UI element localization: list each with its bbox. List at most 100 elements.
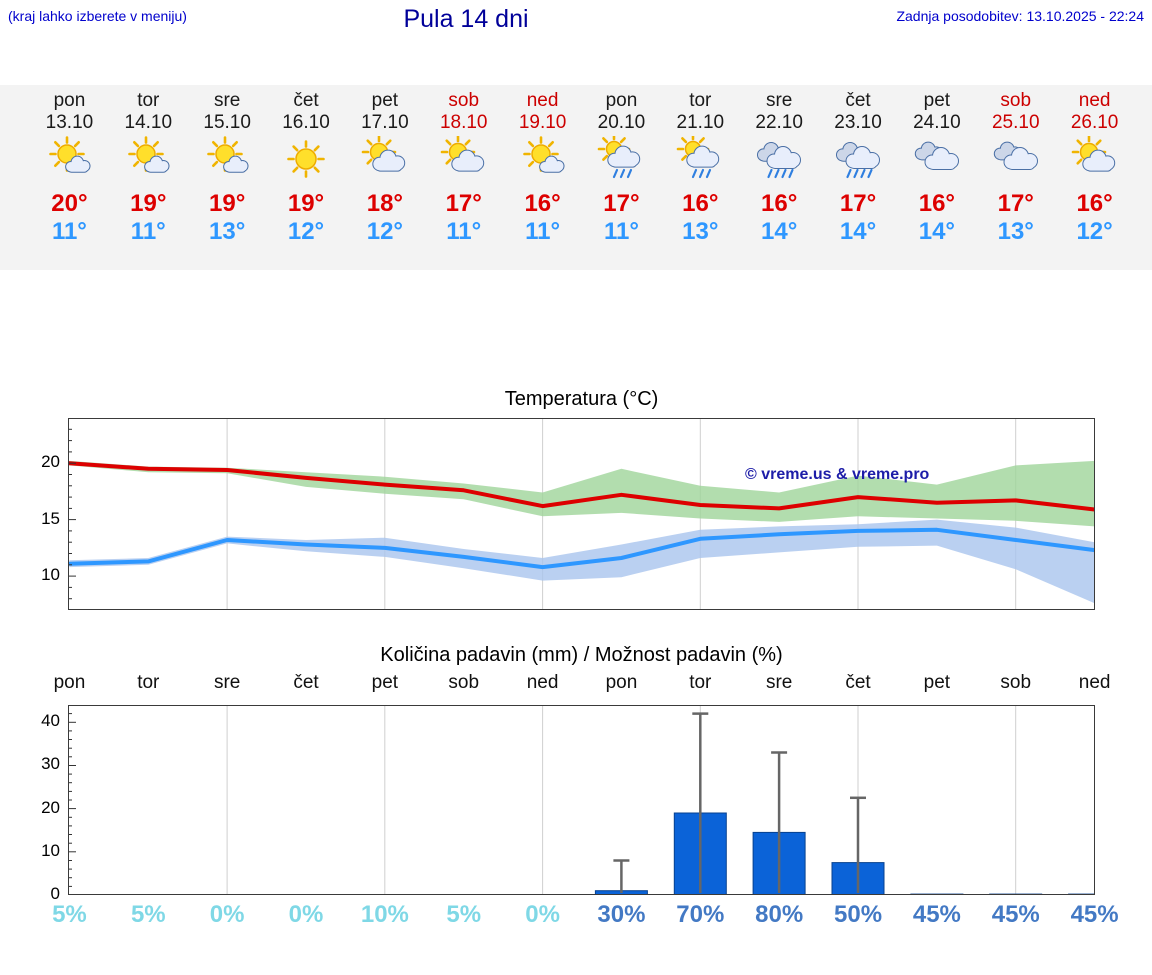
- precip-day-label-row: pon tor sre čet pet sob ned pon tor sre čet pet sob n…: [0, 672, 1152, 694]
- precip-day-label: sob: [448, 672, 480, 693]
- clouds-icon: [897, 136, 976, 186]
- high-temp: 17°: [997, 190, 1034, 217]
- forecast-day-21.10: tor 21.10 16° 13°: [661, 90, 740, 270]
- forecast-day-22.10: sre 22.10 16° 14°: [740, 90, 819, 270]
- sun-cloud-icon: [424, 136, 503, 186]
- high-temp: 17°: [839, 190, 877, 217]
- forecast-day-20.10: pon 20.10 17° 11°: [582, 90, 661, 270]
- sun-cloud-icon: [345, 136, 424, 186]
- cloud-rain-icon: [819, 136, 898, 186]
- low-temp: 11°: [51, 218, 87, 245]
- day-date: 17.10: [361, 112, 409, 133]
- day-date: 13.10: [45, 112, 94, 133]
- high-temp: 16°: [524, 190, 561, 217]
- precip-percent: 0%: [209, 901, 245, 928]
- precip-ytick-30: 30: [41, 754, 60, 773]
- forecast-day-24.10: pet 24.10 16° 14°: [897, 90, 976, 270]
- day-name: čet: [845, 90, 871, 111]
- precip-day-label: pet: [371, 672, 399, 693]
- sun-small-cloud-icon: [30, 136, 109, 186]
- precip-percent-row: 5% 5% 0% 0% 10% 5% 0% 30% 70% 80% 50% 45% 45% 45%: [0, 901, 1152, 929]
- precip-percent: 45%: [912, 901, 961, 928]
- high-temp: 17°: [445, 190, 482, 217]
- forecast-day-26.10: ned 26.10 16° 12°: [1055, 90, 1134, 270]
- day-date: 14.10: [124, 112, 173, 133]
- precip-percent: 30%: [597, 901, 646, 928]
- day-name: pet: [923, 90, 951, 111]
- precip-day-label: čet: [845, 672, 871, 693]
- forecast-day-17.10: pet 17.10 18° 12°: [345, 90, 424, 270]
- low-temp: 12°: [366, 218, 404, 245]
- day-name: ned: [1078, 90, 1111, 111]
- precip-percent: 0%: [288, 901, 324, 928]
- forecast-day-16.10: čet 16.10 19° 12°: [267, 90, 346, 270]
- high-temp: 17°: [603, 190, 640, 217]
- precip-percent: 10%: [360, 901, 409, 928]
- low-temp: 12°: [1076, 218, 1113, 245]
- forecast-day-15.10: sre 15.10 19° 13°: [188, 90, 267, 270]
- precip-percent: 80%: [755, 901, 804, 928]
- precip-ytick-10: 10: [41, 841, 60, 860]
- precip-day-label: sob: [1000, 672, 1032, 693]
- forecast-strip: pon 13.10 20° 11° tor 14.10 19° 11° sre 15.10 19° 1…: [0, 85, 1152, 270]
- precip-percent: 5%: [52, 901, 87, 928]
- temperature-chart-plot: [68, 418, 1095, 610]
- forecast-day-18.10: sob 18.10 17° 11°: [424, 90, 503, 270]
- low-temp: 11°: [603, 218, 639, 245]
- sun-small-cloud-icon: [109, 136, 188, 186]
- precip-day-label: pet: [923, 672, 951, 693]
- temperature-chart-title: Temperatura (°C): [504, 388, 659, 410]
- last-update: Zadnja posodobitev: 13.10.2025 - 22:24: [896, 8, 1144, 24]
- day-date: 19.10: [518, 112, 567, 133]
- day-date: 22.10: [755, 112, 803, 133]
- watermark-link[interactable]: © vreme.us & vreme.pro: [745, 466, 930, 483]
- high-temp: 16°: [761, 190, 798, 217]
- day-name: čet: [293, 90, 319, 111]
- page-title: Pula 14 dni: [403, 5, 529, 33]
- sun-icon: [267, 136, 346, 186]
- high-temp: 19°: [287, 190, 325, 217]
- low-temp: 11°: [525, 218, 561, 245]
- precip-day-label: čet: [293, 672, 319, 693]
- cloud-rain-icon: [740, 136, 819, 186]
- precip-percent: 45%: [1070, 901, 1119, 928]
- forecast-day-25.10: sob 25.10 17° 13°: [976, 90, 1055, 270]
- precip-ytick-0: 0: [50, 884, 60, 903]
- high-temp: 16°: [1076, 190, 1113, 217]
- clouds-icon: [976, 136, 1055, 186]
- temp-ytick-20: 20: [41, 452, 60, 471]
- day-name: pet: [371, 90, 399, 111]
- precip-day-label: pon: [53, 672, 86, 693]
- precip-day-label: tor: [137, 672, 160, 693]
- precip-percent: 45%: [991, 901, 1040, 928]
- day-name: pon: [53, 90, 86, 111]
- day-name: sob: [1000, 90, 1032, 111]
- high-temp: 20°: [51, 190, 88, 217]
- high-temp: 19°: [130, 190, 167, 217]
- temp-ytick-15: 15: [41, 509, 60, 528]
- precip-day-label: sre: [213, 672, 241, 693]
- day-name: sre: [213, 90, 241, 111]
- sun-small-cloud-icon: [188, 136, 267, 186]
- precip-chart: 0 10 20 30 40: [0, 705, 1152, 903]
- day-name: sob: [448, 90, 480, 111]
- precip-ytick-20: 20: [41, 798, 60, 817]
- day-date: 18.10: [439, 112, 488, 133]
- day-date: 16.10: [282, 112, 330, 133]
- sun-cloud-icon: [1055, 136, 1134, 186]
- precip-day-label: ned: [526, 672, 559, 693]
- low-temp: 14°: [839, 218, 877, 245]
- day-name: sre: [765, 90, 793, 111]
- precip-ytick-40: 40: [41, 711, 60, 730]
- day-date: 24.10: [913, 112, 961, 133]
- sun-small-cloud-icon: [503, 136, 582, 186]
- precip-day-label: pon: [605, 672, 638, 693]
- low-temp: 14°: [918, 218, 956, 245]
- precip-day-label: sre: [765, 672, 793, 693]
- precip-day-label: tor: [689, 672, 712, 693]
- menu-hint: (kraj lahko izberete v meniju): [8, 8, 187, 24]
- low-temp: 13°: [997, 218, 1034, 245]
- high-temp: 18°: [366, 190, 404, 217]
- day-date: 21.10: [676, 112, 725, 133]
